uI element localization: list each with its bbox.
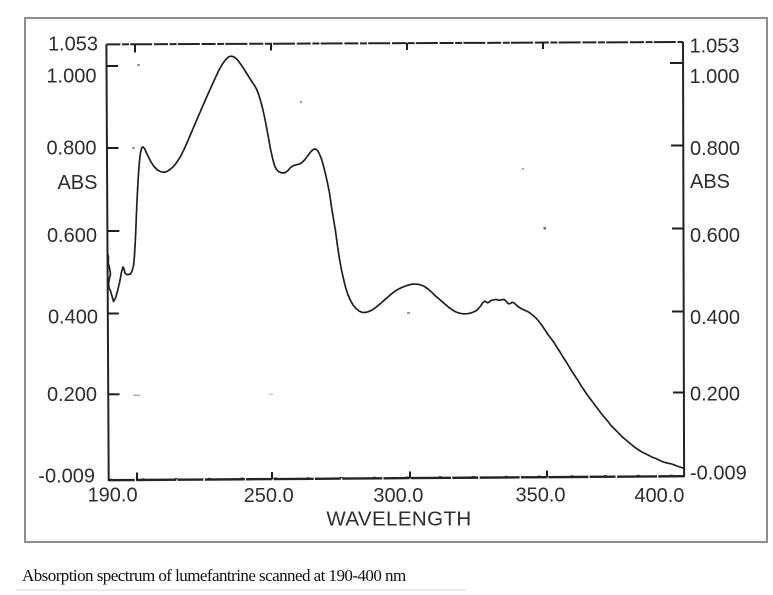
svg-text:ABS: ABS (690, 171, 730, 193)
svg-text:0.200: 0.200 (690, 383, 740, 405)
svg-text:0.400: 0.400 (690, 307, 740, 329)
svg-text:0.600: 0.600 (47, 225, 97, 247)
svg-text:190.0: 190.0 (88, 484, 138, 506)
svg-text:0.800: 0.800 (690, 138, 740, 160)
svg-text:ABS: ABS (57, 172, 97, 194)
svg-text:250.0: 250.0 (244, 485, 294, 507)
svg-text:0.600: 0.600 (690, 225, 740, 247)
svg-text:-0.009: -0.009 (690, 462, 747, 484)
svg-text:1.000: 1.000 (46, 65, 96, 87)
svg-text:-0.009: -0.009 (38, 465, 95, 487)
svg-text:WAVELENGTH: WAVELENGTH (326, 507, 471, 530)
svg-text:0.400: 0.400 (48, 306, 98, 328)
svg-text:0.200: 0.200 (47, 384, 97, 406)
svg-text:300.0: 300.0 (373, 485, 423, 507)
svg-text:1.000: 1.000 (690, 66, 740, 88)
svg-text:400.0: 400.0 (634, 485, 684, 507)
svg-text:1.053: 1.053 (690, 36, 740, 58)
svg-text:1.053: 1.053 (48, 34, 98, 56)
svg-text:350.0: 350.0 (515, 485, 565, 507)
svg-text:0.800: 0.800 (46, 137, 96, 159)
